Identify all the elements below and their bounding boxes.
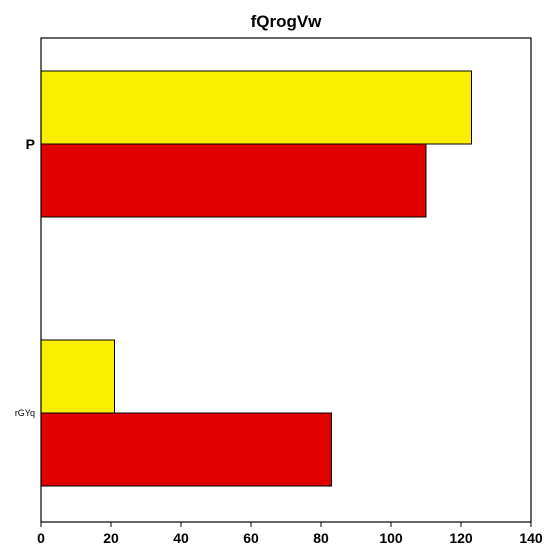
x-tick-label: 40 (173, 530, 189, 546)
bar-rGYq-series-2 (40, 412, 332, 487)
bar-rGYq-series-1 (40, 339, 115, 414)
bar-P-series-1 (40, 70, 472, 145)
x-tick-label: 120 (449, 530, 473, 546)
category-label: rGYq (15, 408, 35, 418)
x-tick-label: 60 (243, 530, 259, 546)
x-tick-label: 80 (313, 530, 329, 546)
chart-title: fQrogVw (251, 12, 323, 31)
x-tick-label: 0 (37, 530, 45, 546)
x-axis-ticks: 0 20 40 60 80 100 120 140 (37, 522, 543, 546)
bars-group (40, 70, 472, 487)
x-tick-label: 20 (103, 530, 119, 546)
x-tick-label: 140 (519, 530, 543, 546)
x-tick-label: 100 (379, 530, 403, 546)
category-label: P (26, 136, 35, 152)
plot-frame (40, 37, 532, 523)
bar-P-series-2 (40, 143, 427, 218)
